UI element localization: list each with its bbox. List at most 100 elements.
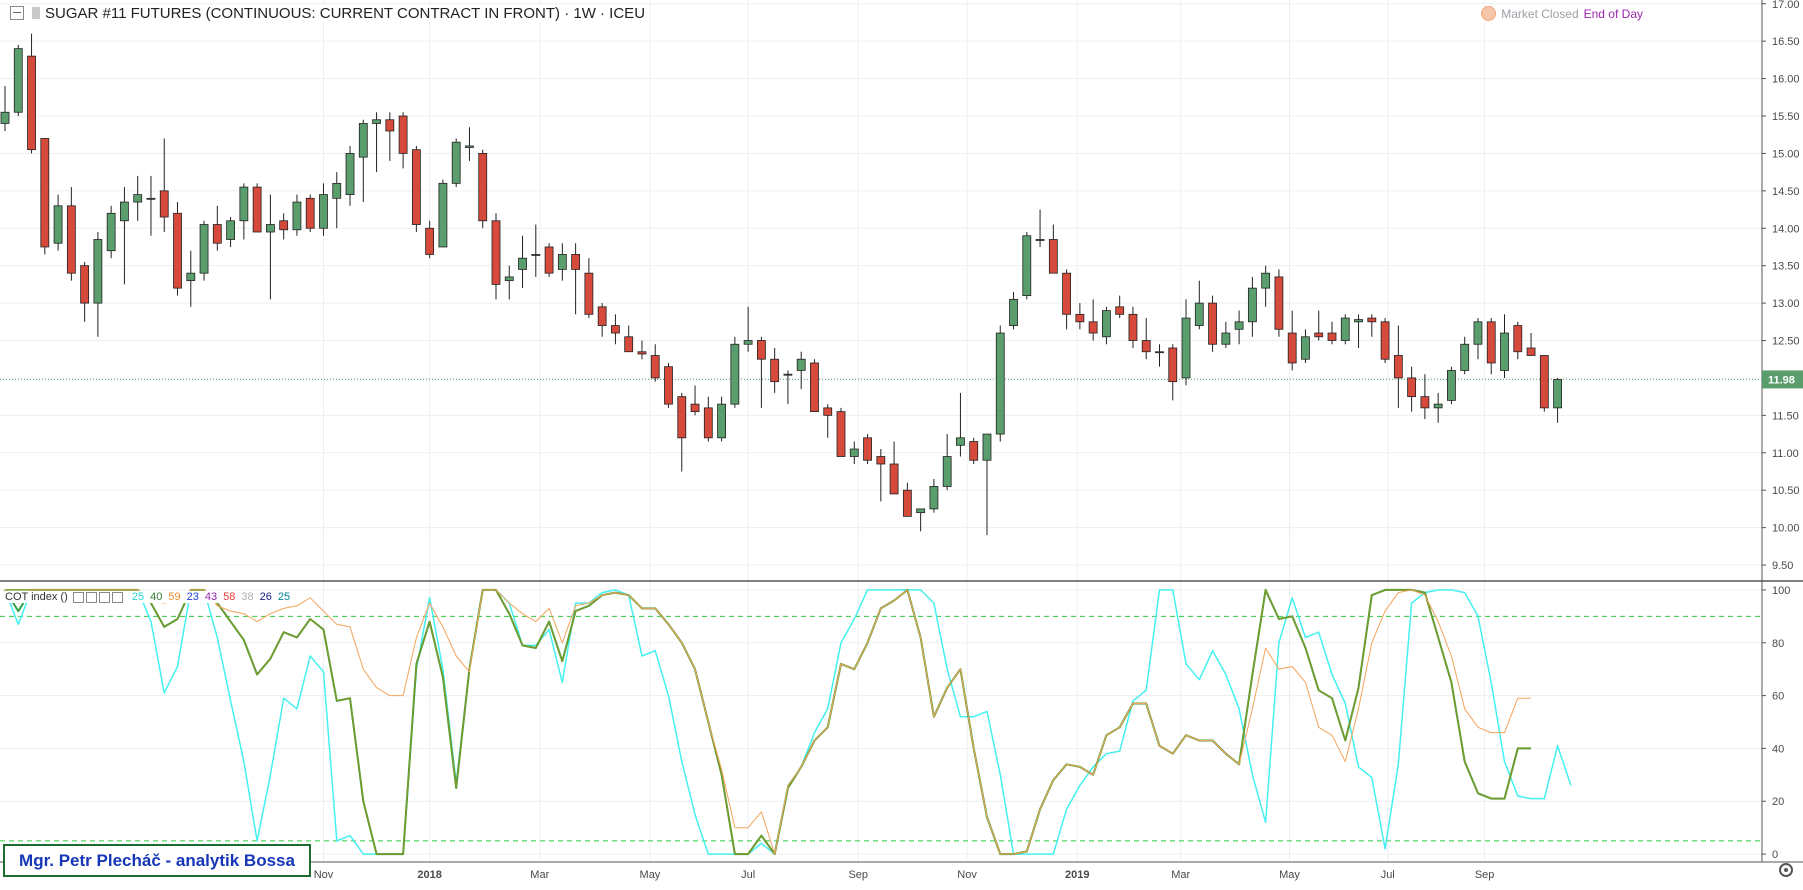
candle-body [411,149,421,225]
author-watermark: Mgr. Petr Plecháč - analytik Bossa [3,844,311,877]
candle-body [1022,235,1032,297]
candle-body [438,182,448,248]
candle-body [186,272,196,282]
indicator-values: 25 40 59 23 43 58 38 26 25 [126,591,290,603]
collapse-icon[interactable] [10,6,24,21]
candle-body [1420,396,1430,409]
remove-icon[interactable] [111,591,123,603]
candle-body [1128,313,1138,341]
indicator-value: 23 [186,591,199,603]
symbol-title: SUGAR #11 FUTURES (CONTINUOUS: CURRENT C… [45,5,646,22]
price-tick-label: 14.50 [1772,186,1800,198]
time-tick-label: Mar [1171,869,1190,881]
candle-body [1102,310,1111,338]
candle-body [1513,325,1523,353]
candle-body [226,220,235,240]
candle-body [80,265,90,304]
candle-body [491,220,501,285]
candle-body [664,366,673,405]
candle-body [1447,370,1456,401]
candle-body [916,508,926,514]
candle-body [265,224,275,233]
candle-body [1407,377,1417,398]
symbol-legend[interactable]: SUGAR #11 FUTURES (CONTINUOUS: CURRENT C… [10,5,650,22]
candle-body [0,111,10,124]
candle-body [159,190,169,218]
session-text: End of Day [1583,7,1643,21]
price-tick-label: 17.00 [1772,0,1800,11]
candle-body [1035,239,1045,241]
candle-body [292,201,302,231]
candle-body [465,145,474,148]
indicator-name: COT index () [5,591,68,603]
candle-body [756,340,766,360]
candle-body [849,448,859,457]
candle-body [1500,332,1509,371]
candle-body [1062,272,1071,315]
settings-icon[interactable] [85,591,97,603]
cot-series-line [4,589,1572,855]
candle-body [717,403,726,439]
time-tick-label: Jul [1381,869,1395,881]
gear-icon[interactable] [1779,863,1793,877]
time-tick-label: May [640,869,661,881]
candle-body [1115,306,1125,315]
candle-body [451,141,461,184]
candle-body [677,396,687,439]
candle-body [13,48,23,113]
candle-body [66,205,76,274]
price-tick-label: 13.50 [1772,261,1800,273]
candle-body [730,343,740,405]
candle-body [212,224,222,244]
candle-body [372,119,381,124]
candle-body [624,336,634,353]
candle-body [1048,239,1058,274]
cot-tick-label: 60 [1772,691,1784,703]
candle-body [571,254,581,270]
candle-body [319,194,328,229]
candle-body [770,358,780,383]
cot-tick-label: 100 [1772,585,1790,597]
candle-body [1261,272,1271,289]
candle-body [106,212,116,252]
candle-body [1247,287,1257,323]
candle-body [1367,317,1377,323]
indicator-legend[interactable]: COT index () 25 40 59 23 43 58 38 26 25 [5,591,291,603]
candle-body [332,182,342,199]
price-tick-label: 10.50 [1772,485,1800,497]
last-price-tag [1762,370,1803,389]
time-tick-label: Sep [1475,869,1495,881]
visibility-icon[interactable] [72,591,84,603]
candle-body [1075,313,1085,323]
candle-body [385,119,395,132]
candle-body [279,220,289,231]
candle-body [836,411,846,457]
price-tick-label: 9.50 [1772,560,1793,572]
candle-body [358,123,368,158]
candle-body [1155,351,1164,354]
candle-body [1181,317,1191,379]
candle-body [1460,343,1470,371]
candle-body [611,325,620,334]
indicator-value: 38 [241,591,254,603]
candle-body [1009,298,1018,326]
candle-body [969,441,979,461]
market-status[interactable]: Market Closed End of Day [1481,6,1643,23]
price-tick-label: 15.00 [1772,148,1800,160]
candle-body [1208,302,1217,345]
format-icon[interactable] [98,591,110,603]
candle-body [239,186,249,222]
candle-body [823,407,833,416]
candle-body [1088,321,1098,334]
last-price-label: 11.98 [1768,374,1795,386]
time-tick-label: Sep [848,869,868,881]
candle-body [425,227,435,255]
candle-body [956,437,965,446]
price-tick-label: 12.50 [1772,336,1800,348]
candle-body [518,257,527,270]
candle-body [1274,276,1284,330]
candle-body [1486,321,1496,364]
candle-body [796,358,806,371]
time-tick-label: Nov [957,869,977,881]
